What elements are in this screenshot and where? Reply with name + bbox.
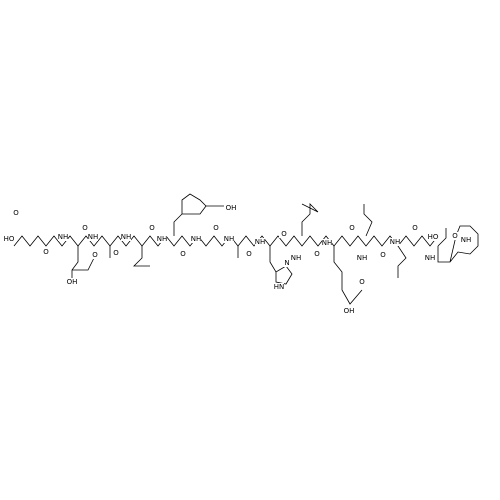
label-backing (111, 249, 121, 257)
label-backing (357, 278, 367, 286)
atom-label: NH (357, 254, 368, 262)
label-backing (211, 224, 221, 232)
his-side-chain (269, 246, 293, 285)
label-backing (191, 235, 201, 243)
atom-label: HO (428, 233, 439, 241)
atom-label: O (349, 224, 355, 232)
label-backing (312, 250, 322, 258)
atom-label: NH (58, 233, 69, 241)
label-backing (90, 251, 100, 259)
atom-label: NH (255, 238, 266, 246)
label-backing (390, 238, 400, 246)
label-backing (428, 233, 438, 241)
ile-side-chain (363, 204, 373, 237)
atom-label: O (180, 250, 186, 258)
atom-label: NH (425, 254, 436, 262)
label-backing (80, 224, 90, 232)
label-backing (347, 224, 357, 232)
atom-label: O (82, 224, 88, 232)
atom-label: OH (226, 204, 237, 212)
label-backing (357, 254, 367, 262)
atom-label: O (213, 224, 219, 232)
ile2-side-chain (397, 245, 407, 278)
trp-side-chain (437, 225, 479, 263)
label-backing (282, 259, 292, 267)
label-backing (344, 307, 354, 315)
atom-label: OH (344, 307, 355, 315)
atom-label: NH (121, 233, 132, 241)
atom-label: O (412, 224, 418, 232)
atom-label: O (452, 232, 458, 240)
bonds (13, 193, 479, 305)
label-backing (88, 233, 98, 241)
label-backing (450, 232, 460, 240)
atom-label: O (359, 278, 365, 286)
atom-label: OH (67, 278, 78, 286)
atom-label: O (13, 209, 19, 217)
atom-label: N (284, 259, 289, 267)
label-backing (11, 209, 21, 217)
atom-label: NH (88, 233, 99, 241)
label-backing (274, 283, 284, 291)
glu-acid (72, 257, 95, 271)
atom-label: O (43, 248, 49, 256)
label-backing (121, 233, 131, 241)
atom-label: O (314, 250, 320, 258)
label-backing (279, 230, 289, 238)
atom-label: HO (4, 235, 15, 243)
trp-acid (437, 228, 447, 247)
label-backing (425, 254, 435, 262)
asp-side-chain (333, 246, 363, 305)
label-backing (41, 248, 51, 256)
atom-label: O (149, 224, 155, 232)
atom-label: O (281, 230, 287, 238)
leu-side-chain (301, 203, 319, 236)
atom-label: HN (274, 283, 285, 291)
label-backing (244, 250, 254, 258)
label-backing (322, 239, 332, 247)
atom-label: NH (291, 254, 302, 262)
label-backing (461, 236, 471, 244)
atom-label: NH (461, 236, 472, 244)
atom-label: O (380, 251, 386, 259)
label-backing (378, 251, 388, 259)
label-backing (157, 235, 167, 243)
atom-label: NH (157, 235, 168, 243)
atom-label: NH (191, 235, 202, 243)
atom-label: NH (390, 238, 401, 246)
label-backing (147, 224, 157, 232)
label-backing (224, 235, 234, 243)
label-backing (178, 250, 188, 258)
label-backing (291, 254, 301, 262)
label-backing (255, 238, 265, 246)
val-side-chain (133, 246, 150, 267)
atom-label: O (92, 251, 98, 259)
label-backing (410, 224, 420, 232)
label-backing (226, 204, 236, 212)
atom-label: O (113, 249, 119, 257)
atom-label: O (246, 250, 252, 258)
label-backing (4, 235, 14, 243)
atom-label: NH (224, 235, 235, 243)
tyr-side-chain (173, 193, 207, 236)
label-backing (58, 233, 68, 241)
atom-label: NH (322, 239, 333, 247)
label-backing (67, 278, 77, 286)
glu-side-chain (71, 246, 79, 278)
